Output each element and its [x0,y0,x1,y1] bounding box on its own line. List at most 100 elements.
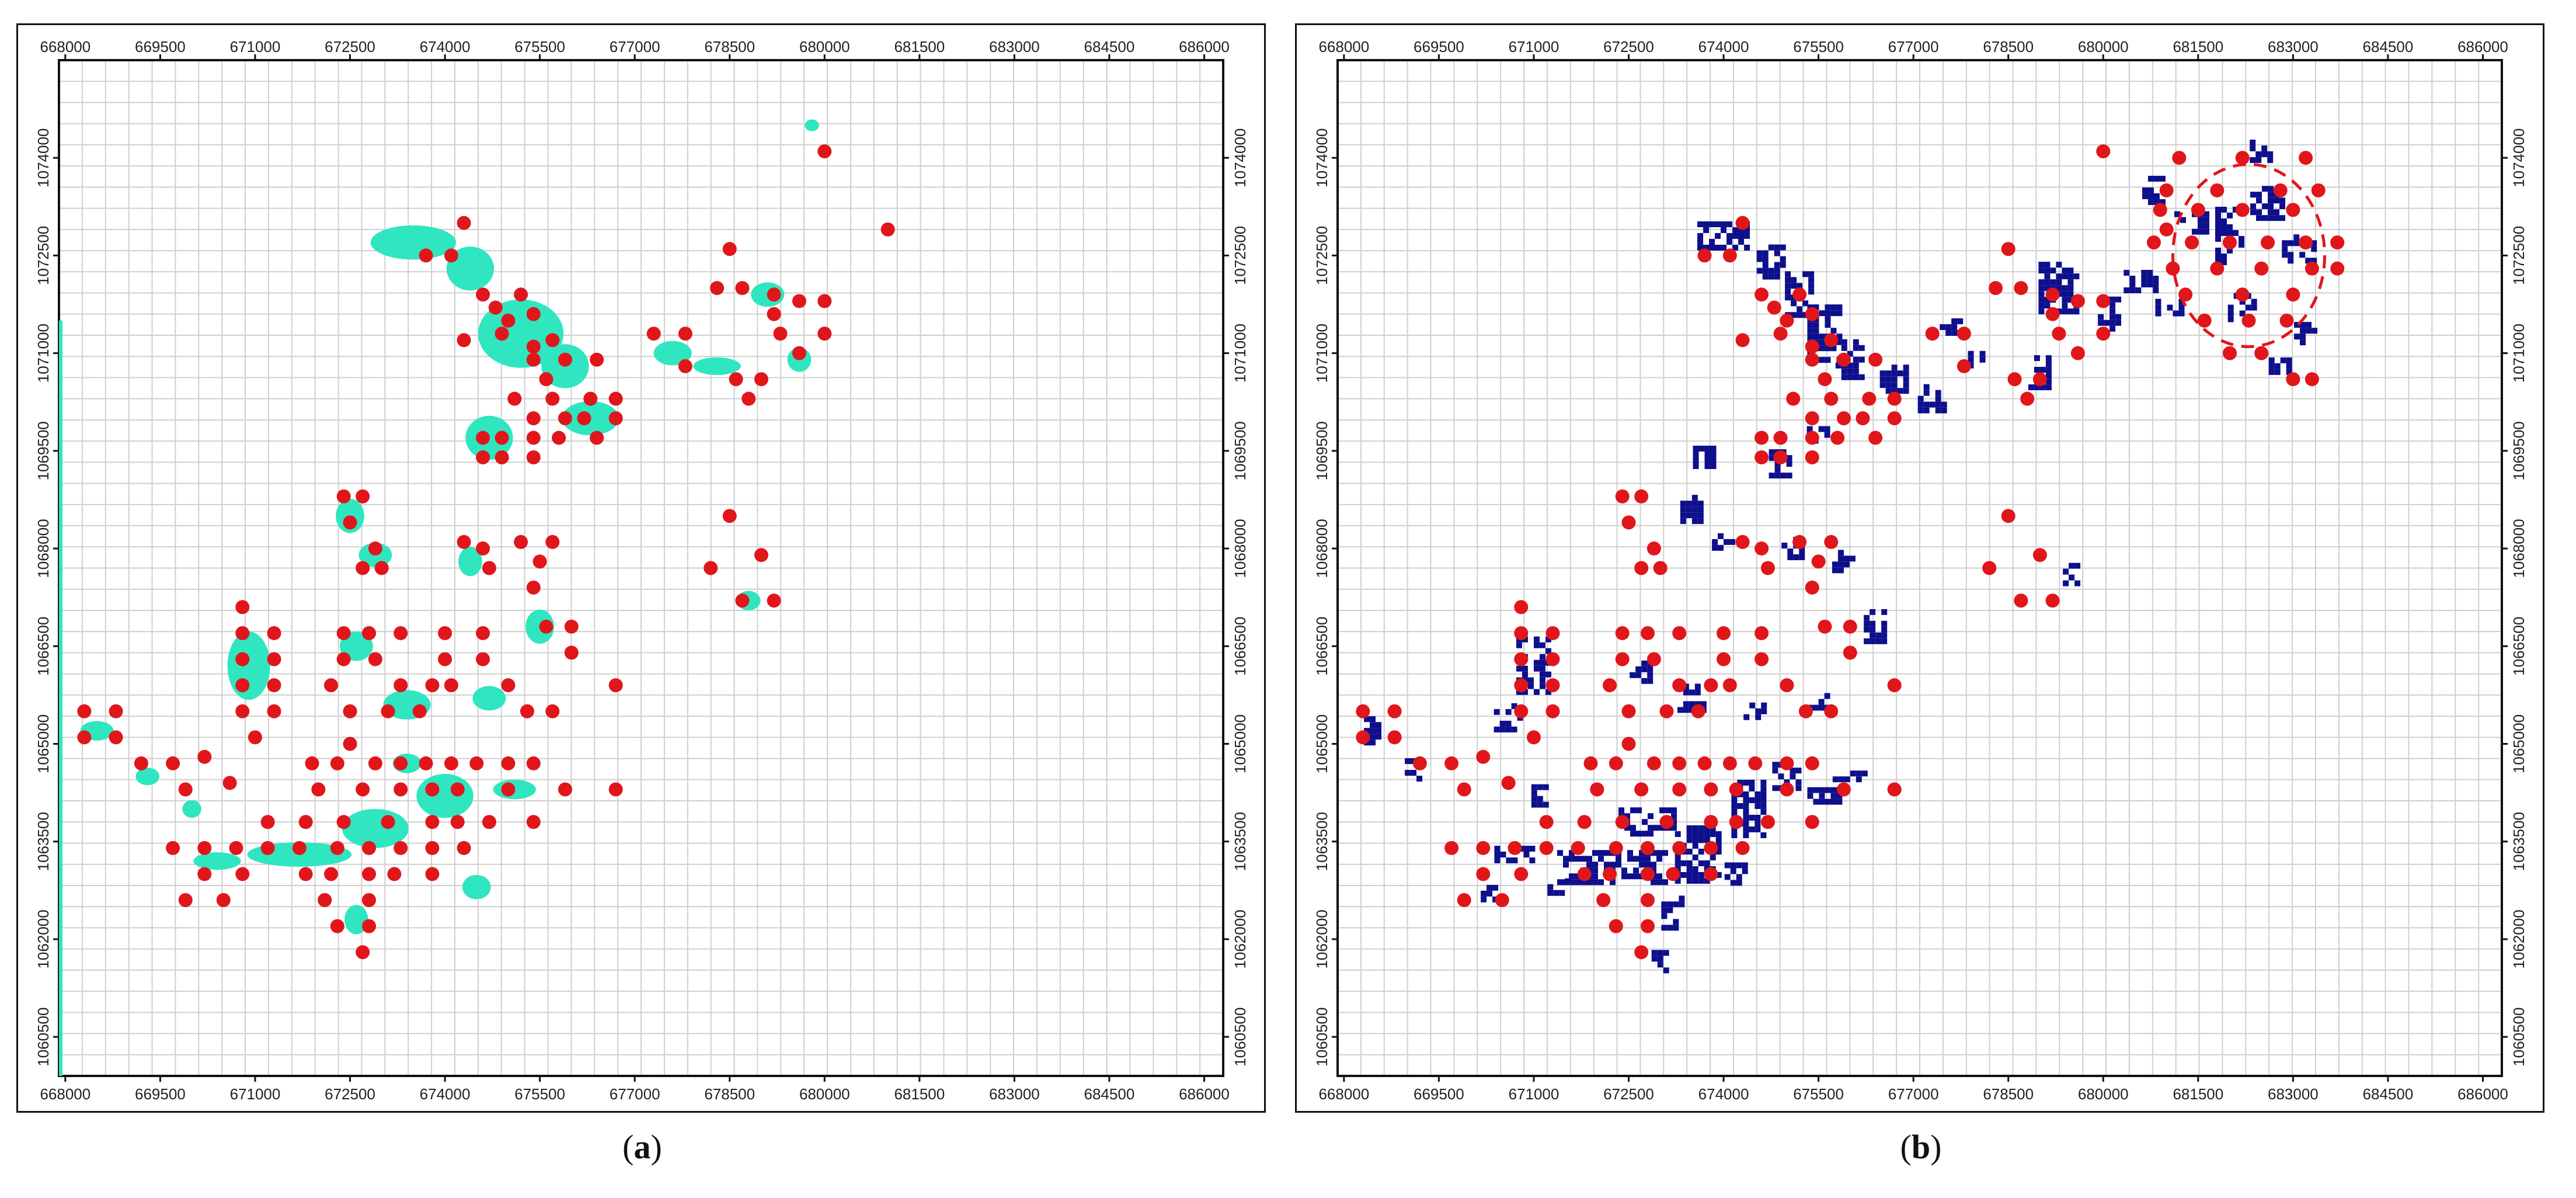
classified-cell [1744,244,1750,251]
map-b-survey-point [1755,430,1769,445]
classified-cell [1951,330,1958,336]
map-a-survey-point [457,841,471,855]
classified-cell [1731,826,1738,832]
classified-cell [1968,350,1974,357]
map-b-extra-survey-point [2146,235,2161,250]
classified-cell [1630,807,1637,814]
classified-cell [1624,813,1631,819]
map-b-survey-point [1792,534,1807,549]
map-b-survey-point [1836,411,1851,426]
classified-cell [1704,860,1710,866]
map-a-survey-point [298,815,313,829]
classified-cell [1749,779,1755,786]
water-body [653,341,692,366]
classified-cell [1710,445,1717,452]
map-a-y-tick-label-left: 1071000 [34,324,52,383]
classified-cell [1732,232,1739,239]
map-b-x-tick-label-bottom: 668000 [1318,1085,1369,1103]
classified-cell [1923,407,1930,414]
map-b-y-tick-label-left: 1062000 [1313,909,1331,968]
map-a-survey-point [394,841,408,855]
map-b-survey-point [2070,346,2085,360]
classified-cell [1830,310,1837,317]
classified-cell [1697,232,1704,239]
classified-cell [1951,324,1958,331]
map-a-survey-point [330,756,344,770]
classified-cell [2034,384,2040,391]
map-a-x-tick-label-top: 681500 [894,38,945,55]
classified-cell [2286,363,2292,369]
classified-cell [1656,850,1662,856]
map-a-survey-point [362,919,377,933]
map-b-survey-point [2020,391,2035,406]
map-a-survey-point [248,730,262,745]
classified-cell [1838,776,1844,783]
classified-cell [1755,820,1761,827]
classified-cell [1680,518,1686,525]
map-a-survey-point [514,534,528,549]
classified-cell [1799,548,1805,555]
map-b-extra-survey-point [2311,183,2326,197]
map-b-survey-point [1526,730,1541,745]
classified-cell [1683,701,1689,707]
map-a-survey-point [235,600,250,614]
classified-cell [2282,246,2288,252]
map-b-x-tick-label-top: 668000 [1318,38,1369,55]
map-a-y-tick-label-left: 1066500 [34,617,52,676]
map-a-survey-point [362,841,377,855]
classified-cell [1657,956,1663,962]
classified-cell [2286,369,2292,375]
classified-cell [1897,388,1903,394]
map-a-survey-point [507,391,522,406]
classified-cell [1897,370,1903,377]
classified-cell [1647,678,1653,684]
classified-cell [1641,666,1648,672]
map-b-survey-point [1412,756,1427,770]
classified-cell [1648,813,1654,819]
map-a-survey-point [356,945,370,960]
classified-cell [1850,770,1856,777]
map-a-survey-point [298,867,313,881]
classified-cell [1586,862,1592,868]
classified-cell [1836,334,1843,340]
classified-cell [1592,850,1598,856]
map-b-survey-point [1615,626,1630,640]
classified-cell [1659,825,1666,831]
classified-cell [2227,247,2233,254]
map-a-y-tick-label-left: 1060500 [34,1007,52,1066]
classified-cell [2261,145,2268,152]
map-b-x-tick-label-bottom: 677000 [1888,1085,1939,1103]
map-a-survey-point [476,652,490,666]
map-a-survey-point [438,626,452,640]
classified-cell [1864,614,1870,621]
classified-cell [1824,426,1830,432]
map-a-survey-point [608,782,623,797]
map-b-survey-point [1780,678,1794,693]
classified-cell [2038,291,2045,297]
classified-cell [2109,296,2116,303]
classified-cell [2039,367,2046,373]
map-a-survey-point [476,626,490,640]
map-b-survey-point [1755,626,1769,640]
water-body [472,686,506,711]
classified-cell [1665,807,1672,814]
map-a-survey-point [526,307,541,321]
classified-cell [1718,533,1724,539]
classified-cell [1780,473,1787,479]
map-b-survey-point [1659,704,1674,718]
classified-cell [1743,808,1749,815]
map-a-survey-point [166,841,180,855]
classified-cell [1760,832,1767,838]
map-a-x-tick-label-bottom: 677000 [610,1085,660,1103]
classified-cell [2288,258,2294,264]
classified-cell [1738,238,1745,245]
classified-cell [1557,850,1563,856]
classified-cell [1785,277,1791,283]
classified-cell [1679,895,1685,902]
classified-cell [1376,728,1382,734]
classified-cell [2215,218,2222,224]
classified-cell [1879,370,1886,377]
classified-cell [1694,701,1701,707]
classified-cell [2279,197,2286,204]
classified-cell [1533,689,1540,695]
